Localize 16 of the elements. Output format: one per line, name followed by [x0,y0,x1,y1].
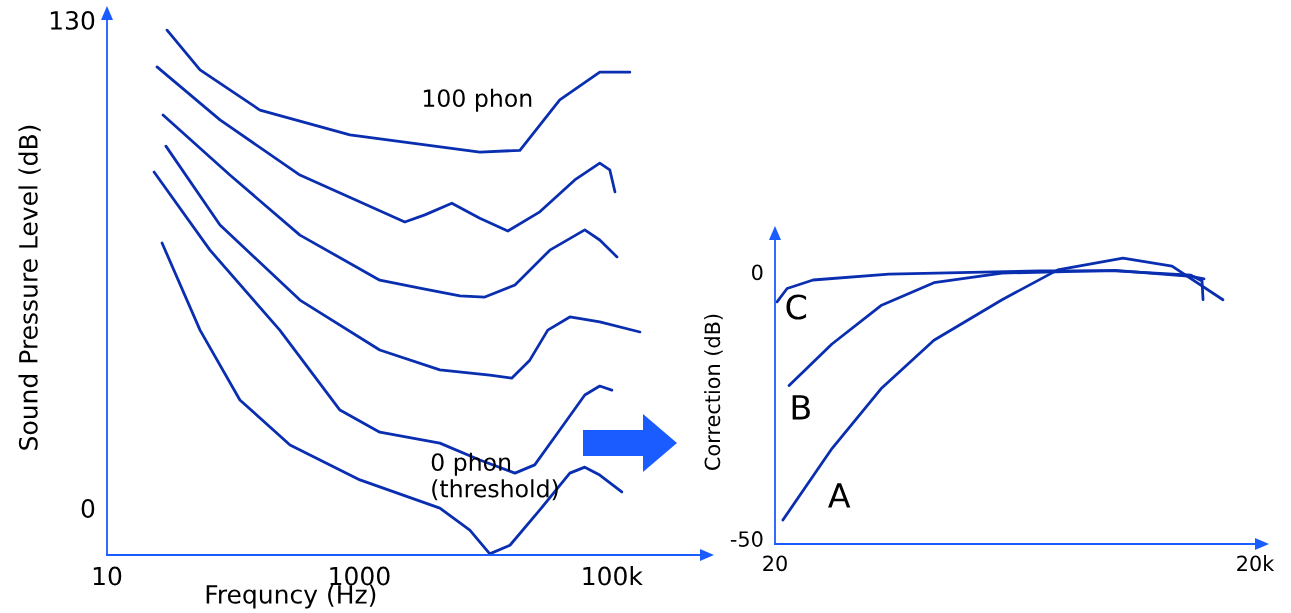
y-tick-label: 0 [81,499,95,518]
x-tick-label: 100k [583,566,643,586]
x-tick-label: 20k [1237,555,1275,572]
y-axis-title: Correction (dB) [704,314,723,470]
series-label: B [792,395,810,420]
x-tick-label: 1000 [330,566,390,586]
x-axis-title: Frequncy (Hz) [206,584,376,609]
series-label: 100 phon [423,88,532,112]
series-label: A [828,483,851,508]
y-tick-label: -50 [730,531,763,547]
y-axis-title: Sound Pressure Level (dB) [18,125,41,450]
y-tick-label: 130 [50,10,95,30]
series-label: C [786,294,807,320]
x-tick-label: 20 [763,555,787,572]
x-tick-label: 10 [93,566,122,586]
y-tick-label: 0 [752,264,763,281]
